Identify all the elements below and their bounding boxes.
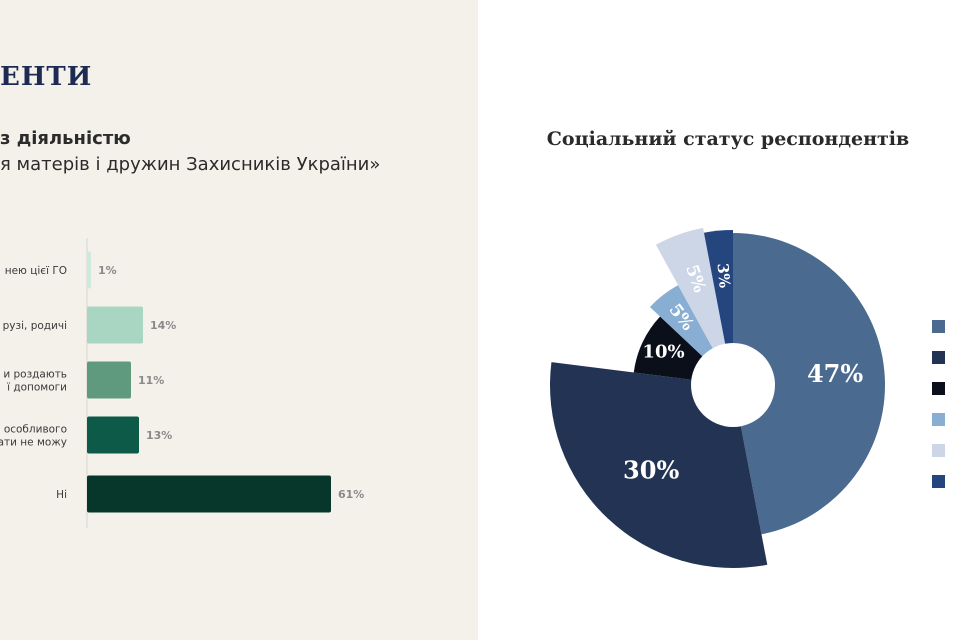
bar-category-label-4: Ні (56, 489, 67, 501)
bar-0 (87, 251, 91, 289)
bar-3 (87, 416, 139, 454)
pie-label-5: 3% (714, 262, 734, 288)
legend-swatch-4 (932, 444, 945, 457)
bar-4 (87, 475, 331, 513)
pie-donut-hole (691, 343, 775, 427)
bar-value-label-1: 14% (150, 319, 176, 332)
bar-value-label-4: 61% (338, 488, 364, 501)
pie-chart-title: Соціальний статус респондентів (546, 128, 910, 150)
bar-chart-title-line2: я матерів і дружин Захисників України» (0, 154, 381, 175)
pie-slice-4 (655, 227, 733, 385)
pie-slice-0 (733, 233, 885, 535)
pie-label-2: 10% (642, 341, 684, 362)
bar-category-label-2: ї допомоги (6, 382, 67, 394)
legend-swatch-0 (932, 320, 945, 333)
legend-swatch-2 (932, 382, 945, 395)
bar-value-label-0: 1% (98, 264, 117, 277)
pie-label-0: 47% (807, 359, 863, 388)
bar-value-label-3: 13% (146, 429, 172, 442)
slide-title: ЕНТИ (0, 62, 93, 92)
pie-label-1: 30% (623, 456, 679, 485)
bar-category-label-2: и роздають (3, 369, 67, 381)
bar-category-label-3: ати не можу (0, 437, 67, 449)
bar-category-label-3: особливого (4, 424, 67, 436)
legend-swatch-3 (932, 413, 945, 426)
bar-chart: 1% нею цієї ГО 14% рузі, родичі 11% и роздают… (0, 238, 364, 528)
legend-swatch-5 (932, 475, 945, 488)
bar-1 (87, 306, 143, 344)
bar-chart-title-line1: з діяльністю (0, 128, 131, 149)
left-panel (0, 0, 478, 640)
bar-value-label-2: 11% (138, 374, 164, 387)
legend-swatch-1 (932, 351, 945, 364)
bar-category-label-0: нею цієї ГО (5, 265, 67, 277)
bar-2 (87, 361, 131, 399)
bar-category-label-1: рузі, родичі (3, 320, 67, 332)
